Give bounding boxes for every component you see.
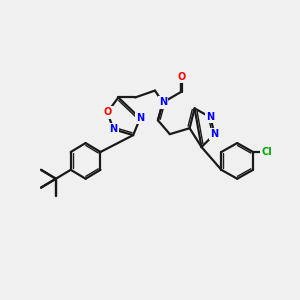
Text: N: N [210, 129, 218, 139]
Text: N: N [136, 113, 144, 123]
Text: Cl: Cl [262, 147, 272, 157]
Text: N: N [159, 98, 167, 107]
Text: O: O [103, 107, 112, 117]
Text: N: N [206, 112, 214, 122]
Text: N: N [109, 124, 117, 134]
Text: O: O [178, 72, 186, 82]
